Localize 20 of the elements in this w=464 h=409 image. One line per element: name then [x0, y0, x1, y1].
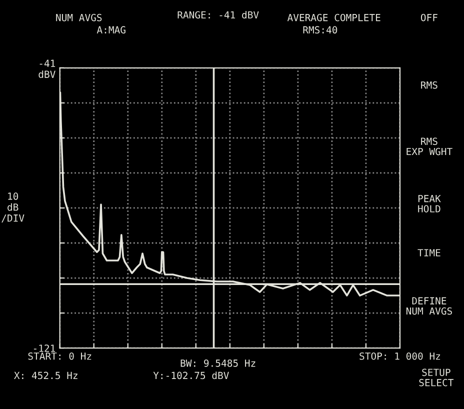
- x-tick-label: START: 0 Hz: [28, 352, 92, 360]
- x-tick-label: STOP: 1 000 Hz: [360, 352, 440, 360]
- text: BW: 9.5485 Hz: [180, 360, 256, 367]
- text: X: 452.5 Hz: [14, 372, 78, 380]
- text: AVERAGE COMPLETE: [287, 14, 380, 22]
- text: DEFINE NUM AVGS: [406, 297, 452, 315]
- chart-title: RANGE: -41 dBV: [178, 11, 259, 19]
- text: RMS EXP WGHT: [406, 138, 452, 156]
- text: SETUP SELECT: [419, 368, 454, 386]
- text: A:MAG: [96, 26, 126, 34]
- y-tick-label: -41 dBV: [38, 60, 56, 78]
- text: PEAK HOLD: [418, 195, 441, 212]
- text: NUM AVGS: [56, 14, 102, 22]
- text: Y:-102.75 dBV: [153, 372, 229, 380]
- y-axis-title: 10 dB /DIV: [2, 192, 24, 223]
- text: RMS: [421, 81, 438, 89]
- y-tick-label: -121: [34, 344, 56, 352]
- text: TIME: [418, 249, 440, 256]
- text: RMS:40: [303, 26, 338, 34]
- text: OFF: [420, 14, 438, 22]
